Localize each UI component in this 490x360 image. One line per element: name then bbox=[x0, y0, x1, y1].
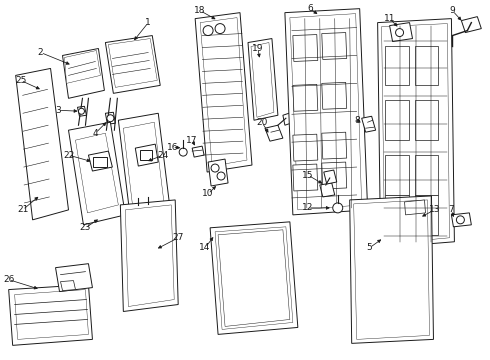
Polygon shape bbox=[69, 122, 125, 225]
Text: 14: 14 bbox=[199, 243, 211, 252]
Circle shape bbox=[107, 115, 114, 122]
Text: 12: 12 bbox=[302, 203, 314, 212]
Polygon shape bbox=[105, 36, 160, 93]
Text: 2: 2 bbox=[38, 48, 44, 57]
Bar bbox=[140, 150, 152, 160]
Polygon shape bbox=[208, 159, 228, 186]
Circle shape bbox=[217, 172, 225, 180]
Polygon shape bbox=[462, 17, 481, 32]
Polygon shape bbox=[200, 18, 247, 166]
Text: 7: 7 bbox=[448, 206, 454, 215]
Bar bbox=[415, 155, 439, 195]
Text: 9: 9 bbox=[449, 6, 455, 15]
Text: 1: 1 bbox=[146, 18, 151, 27]
Polygon shape bbox=[293, 164, 318, 191]
Polygon shape bbox=[9, 285, 93, 345]
Bar bbox=[385, 45, 409, 85]
Bar bbox=[94, 157, 107, 167]
Bar bbox=[385, 100, 409, 140]
Text: 18: 18 bbox=[195, 6, 206, 15]
Text: 26: 26 bbox=[3, 275, 14, 284]
Polygon shape bbox=[390, 23, 413, 41]
Polygon shape bbox=[322, 132, 347, 159]
Text: 10: 10 bbox=[202, 189, 214, 198]
Polygon shape bbox=[135, 144, 158, 166]
Polygon shape bbox=[322, 32, 347, 59]
Polygon shape bbox=[105, 112, 115, 124]
Polygon shape bbox=[324, 170, 337, 184]
Text: 16: 16 bbox=[167, 143, 178, 152]
Polygon shape bbox=[293, 84, 318, 111]
Polygon shape bbox=[210, 222, 298, 334]
Circle shape bbox=[179, 148, 187, 156]
Bar bbox=[385, 195, 409, 235]
Text: 6: 6 bbox=[307, 4, 313, 13]
Polygon shape bbox=[15, 289, 89, 339]
Polygon shape bbox=[248, 39, 278, 120]
Polygon shape bbox=[405, 200, 425, 215]
Polygon shape bbox=[354, 200, 429, 339]
Bar bbox=[415, 45, 439, 85]
Text: 15: 15 bbox=[302, 171, 314, 180]
Text: 27: 27 bbox=[172, 233, 184, 242]
Polygon shape bbox=[61, 280, 75, 291]
Polygon shape bbox=[125, 205, 174, 306]
Circle shape bbox=[215, 24, 225, 33]
Bar bbox=[385, 155, 409, 195]
Polygon shape bbox=[195, 13, 252, 172]
Circle shape bbox=[395, 28, 404, 37]
Text: 17: 17 bbox=[186, 136, 198, 145]
Polygon shape bbox=[215, 227, 293, 329]
Polygon shape bbox=[251, 42, 274, 117]
Text: 23: 23 bbox=[80, 223, 91, 232]
Text: 3: 3 bbox=[56, 106, 61, 115]
Polygon shape bbox=[320, 183, 335, 197]
Polygon shape bbox=[350, 196, 434, 343]
Text: 24: 24 bbox=[158, 150, 169, 159]
Polygon shape bbox=[285, 9, 368, 215]
Polygon shape bbox=[283, 112, 294, 125]
Polygon shape bbox=[378, 19, 454, 248]
Text: 4: 4 bbox=[93, 129, 98, 138]
Polygon shape bbox=[265, 125, 283, 141]
Polygon shape bbox=[218, 230, 290, 327]
Polygon shape bbox=[451, 213, 471, 227]
Polygon shape bbox=[290, 14, 362, 210]
Circle shape bbox=[211, 164, 219, 172]
Polygon shape bbox=[55, 264, 93, 292]
Polygon shape bbox=[108, 39, 157, 87]
Polygon shape bbox=[293, 134, 318, 161]
Circle shape bbox=[333, 203, 343, 213]
Circle shape bbox=[456, 216, 465, 224]
Text: 25: 25 bbox=[15, 76, 26, 85]
Polygon shape bbox=[89, 151, 112, 171]
Polygon shape bbox=[16, 68, 69, 220]
Text: 11: 11 bbox=[384, 14, 395, 23]
Bar bbox=[415, 195, 439, 235]
Polygon shape bbox=[119, 113, 170, 218]
Polygon shape bbox=[121, 200, 178, 311]
Bar bbox=[415, 100, 439, 140]
Polygon shape bbox=[65, 50, 100, 84]
Text: 13: 13 bbox=[429, 206, 440, 215]
Text: 21: 21 bbox=[17, 206, 28, 215]
Text: 22: 22 bbox=[63, 150, 74, 159]
Polygon shape bbox=[382, 24, 449, 244]
Polygon shape bbox=[362, 116, 376, 132]
Polygon shape bbox=[123, 122, 164, 212]
Polygon shape bbox=[63, 49, 104, 98]
Circle shape bbox=[203, 26, 213, 36]
Polygon shape bbox=[75, 133, 119, 213]
Text: 20: 20 bbox=[256, 118, 268, 127]
Polygon shape bbox=[192, 146, 204, 157]
Polygon shape bbox=[293, 35, 318, 62]
Text: 19: 19 bbox=[252, 44, 264, 53]
Polygon shape bbox=[322, 82, 347, 109]
Text: 8: 8 bbox=[355, 116, 361, 125]
Polygon shape bbox=[322, 162, 347, 189]
Text: 5: 5 bbox=[367, 243, 372, 252]
Circle shape bbox=[78, 108, 84, 114]
Polygon shape bbox=[77, 106, 86, 116]
